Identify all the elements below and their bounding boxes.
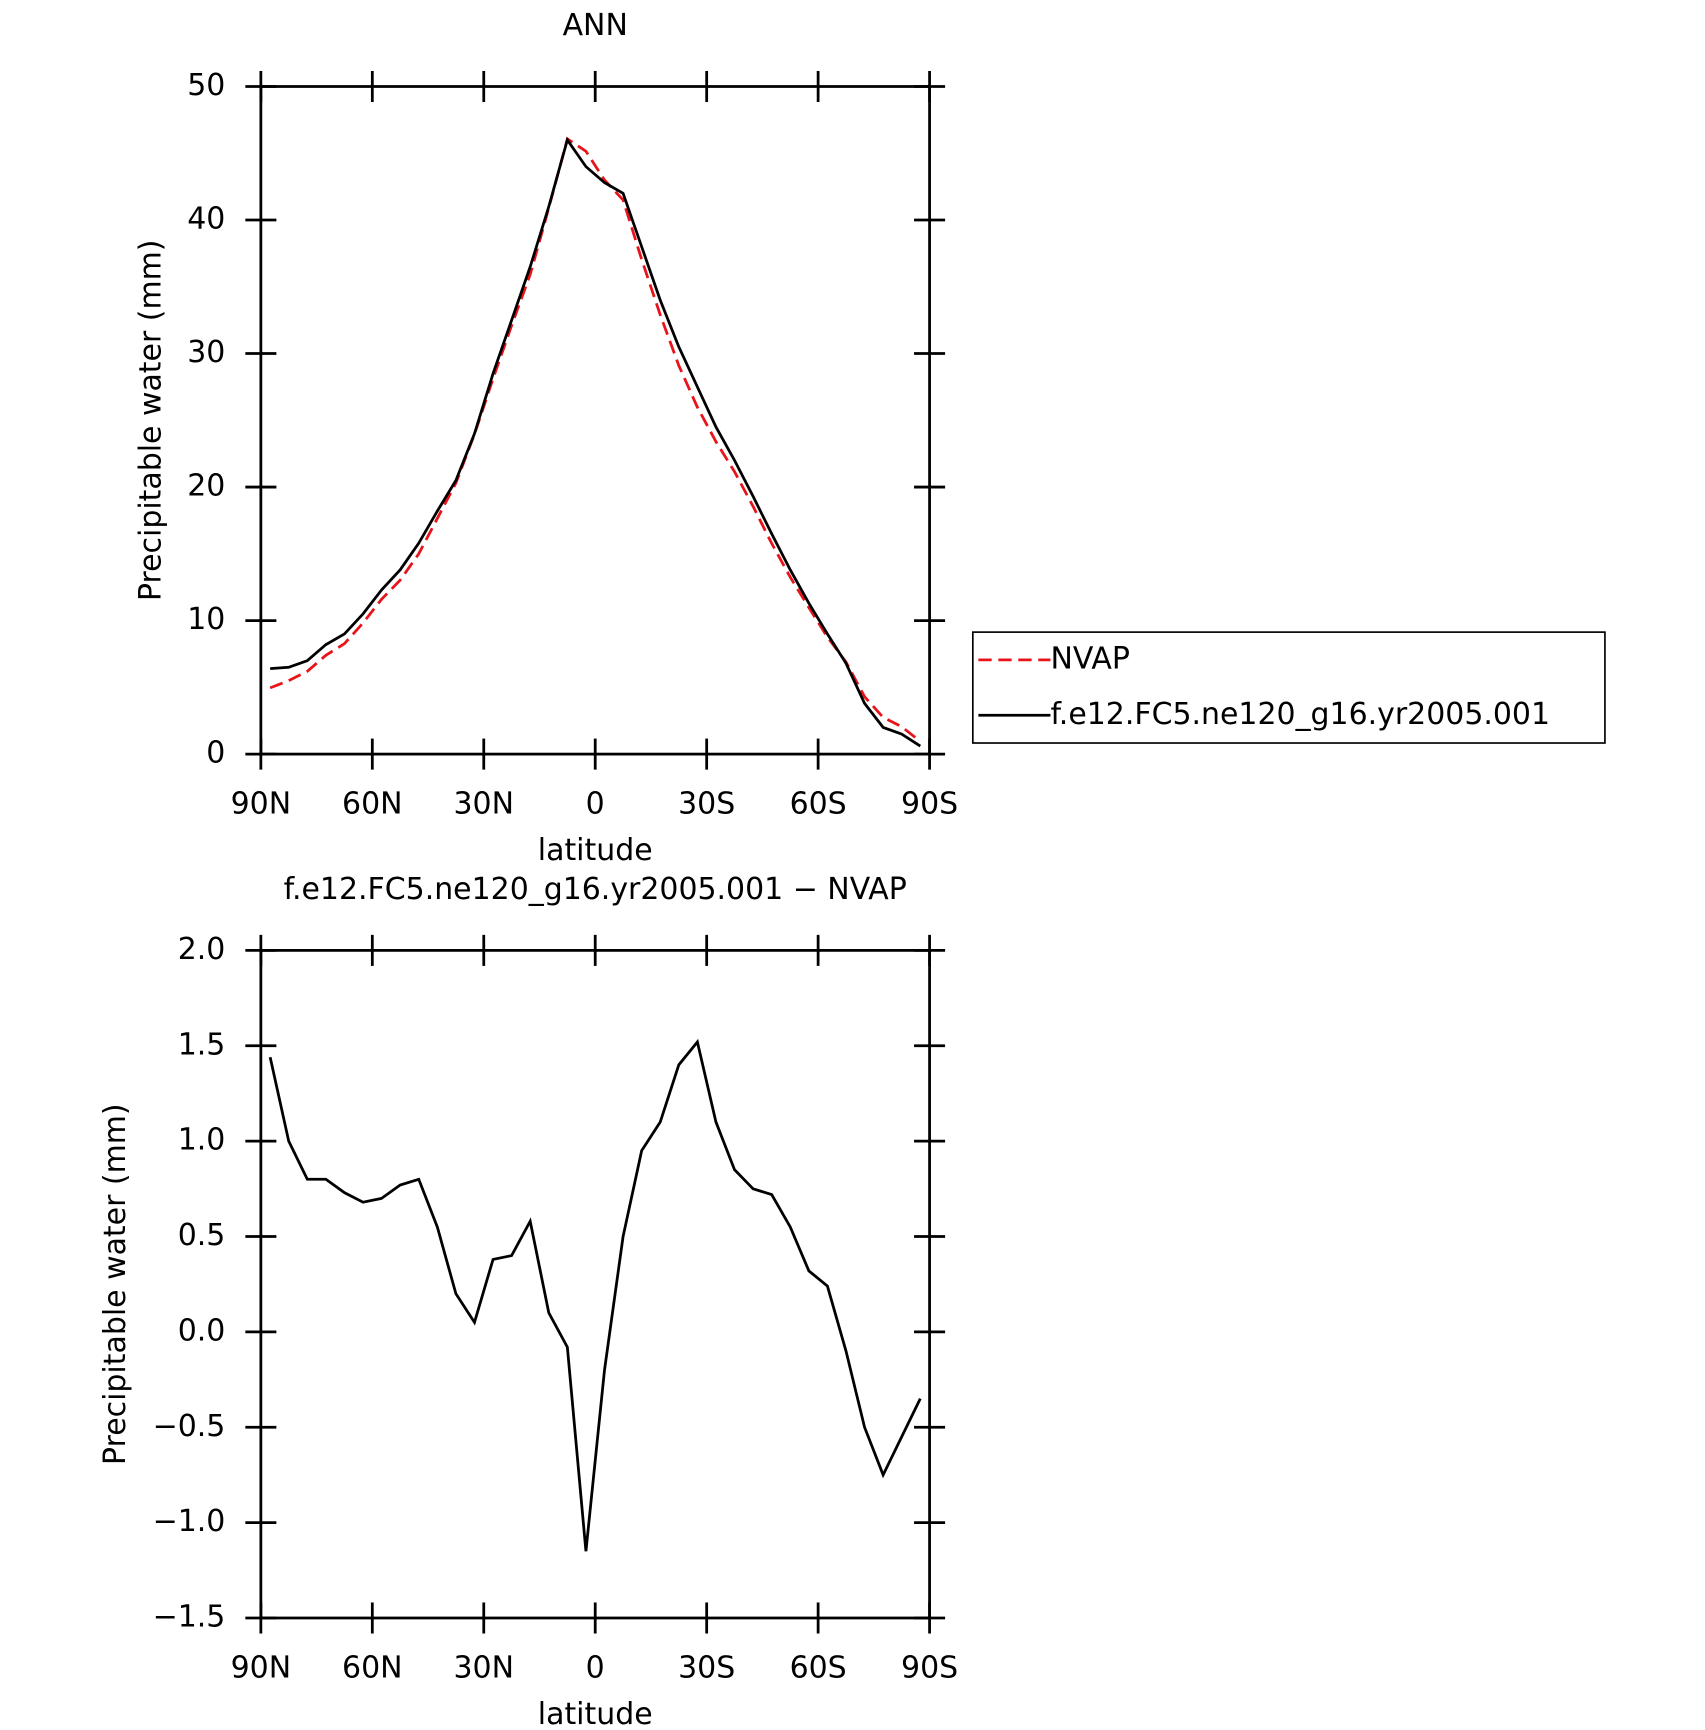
legend-label: f.e12.FC5.ne120_g16.yr2005.001 [1050, 697, 1550, 732]
y-tick-label: 10 [187, 602, 225, 637]
data-line [269, 136, 922, 743]
chart-title: f.e12.FC5.ne120_g16.yr2005.001 − NVAP [284, 872, 907, 907]
y-tick-label: 30 [187, 335, 225, 370]
y-tick-label: −0.5 [153, 1409, 226, 1444]
y-tick-label: 1.0 [178, 1123, 226, 1158]
x-tick-label: 30N [454, 1651, 514, 1686]
y-tick-label: 50 [187, 68, 225, 103]
x-tick-label: 90N [231, 1651, 292, 1686]
x-tick-label: 90S [901, 1651, 958, 1686]
plot-frame [259, 949, 931, 1620]
chart-title: ANN [563, 8, 628, 43]
y-tick-label: 0 [206, 736, 225, 771]
x-tick-label: 90N [231, 787, 292, 822]
y-tick-label: −1.0 [153, 1504, 226, 1539]
x-axis-label: latitude [538, 833, 653, 868]
x-axis-label: latitude [538, 1697, 653, 1730]
y-tick-label: 2.0 [178, 932, 226, 967]
x-tick-label: 60S [790, 1651, 847, 1686]
plot-frame [259, 85, 931, 756]
x-tick-label: 90S [901, 787, 958, 822]
x-tick-label: 0 [586, 1651, 605, 1686]
x-tick-label: 30S [678, 1651, 735, 1686]
y-tick-label: 20 [187, 469, 225, 504]
y-axis-label: Precipitable water (mm) [98, 1103, 133, 1465]
y-tick-label: 1.5 [178, 1027, 226, 1062]
x-tick-label: 60N [342, 1651, 403, 1686]
y-tick-label: 0.5 [178, 1218, 226, 1253]
data-line [268, 1038, 922, 1552]
y-tick-label: −1.5 [153, 1599, 226, 1634]
y-axis-label: Precipitable water (mm) [134, 240, 169, 602]
data-line [270, 136, 922, 748]
legend-label: NVAP [1050, 641, 1130, 676]
y-tick-label: 0.0 [178, 1313, 226, 1348]
x-tick-label: 60N [342, 787, 403, 822]
x-tick-label: 30S [678, 787, 735, 822]
x-tick-label: 0 [586, 787, 605, 822]
x-tick-label: 60S [790, 787, 847, 822]
y-tick-label: 40 [187, 202, 225, 237]
x-tick-label: 30N [454, 787, 514, 822]
legend-box [971, 631, 1606, 744]
